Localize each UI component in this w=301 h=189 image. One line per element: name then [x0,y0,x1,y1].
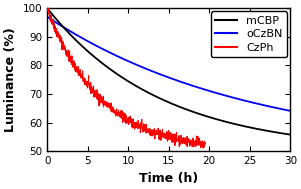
X-axis label: Time (h): Time (h) [139,172,198,185]
Legend: mCBP, oCzBN, CzPh: mCBP, oCzBN, CzPh [211,12,287,57]
Y-axis label: Luminance (%): Luminance (%) [4,27,17,132]
